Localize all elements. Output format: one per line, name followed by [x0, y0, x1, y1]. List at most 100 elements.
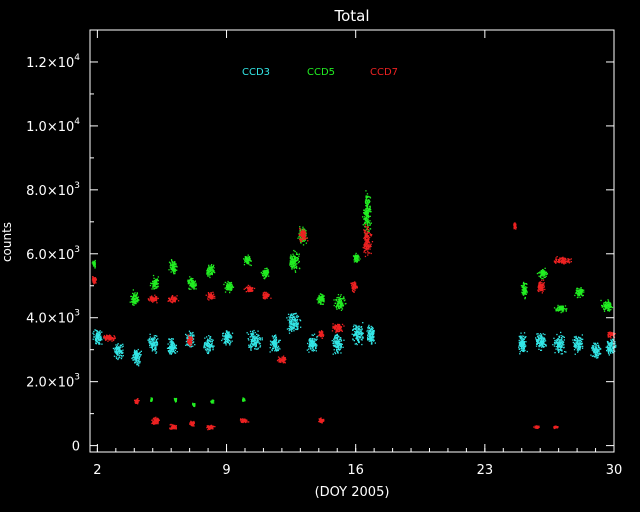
data-point [316, 298, 318, 301]
data-point [226, 285, 229, 287]
data-point [208, 294, 210, 296]
data-point [228, 335, 230, 338]
data-point [206, 348, 208, 350]
data-point [266, 275, 268, 277]
data-point [352, 328, 355, 331]
data-point [365, 220, 367, 222]
data-point [360, 326, 362, 328]
data-point [357, 339, 359, 341]
data-point [211, 338, 213, 341]
data-point [292, 256, 294, 258]
data-point [560, 309, 562, 311]
data-points [91, 190, 617, 431]
data-point [262, 294, 264, 297]
data-point [544, 340, 547, 342]
data-point [341, 305, 343, 307]
data-point [210, 345, 212, 347]
data-point [290, 329, 293, 331]
data-point [610, 350, 612, 353]
data-point [252, 333, 255, 335]
data-point [121, 356, 123, 358]
data-point [214, 271, 216, 274]
data-point [537, 339, 539, 341]
data-point [116, 349, 118, 352]
data-point [155, 346, 157, 348]
data-point [187, 282, 189, 284]
data-point [193, 334, 195, 336]
data-point [193, 341, 195, 343]
data-point [113, 349, 116, 351]
data-point [148, 342, 151, 344]
data-point [356, 325, 358, 327]
data-point [370, 333, 373, 335]
data-point [99, 337, 102, 340]
data-point [367, 213, 369, 215]
data-point [343, 296, 345, 298]
data-point [358, 328, 361, 330]
data-point [263, 277, 265, 279]
data-point [246, 262, 248, 264]
data-point [174, 349, 176, 351]
data-point [227, 287, 229, 289]
data-point [224, 337, 226, 340]
data-point [99, 339, 101, 341]
data-point [293, 313, 295, 316]
data-point [96, 334, 98, 336]
data-point [292, 316, 295, 318]
data-point [191, 332, 193, 334]
data-point [361, 343, 363, 346]
data-point [168, 300, 170, 302]
data-point [172, 345, 174, 347]
data-point [290, 259, 292, 261]
data-point [311, 339, 313, 341]
data-point [99, 336, 101, 338]
data-point [526, 291, 528, 293]
data-point [565, 309, 567, 311]
data-point [372, 333, 375, 336]
data-point [566, 308, 568, 310]
data-point [204, 337, 206, 339]
data-point [138, 353, 140, 355]
data-point [115, 351, 117, 353]
data-point [540, 349, 542, 351]
data-point [556, 348, 559, 350]
data-point [109, 335, 112, 337]
data-point [107, 336, 109, 339]
data-point [293, 328, 295, 330]
data-point [273, 340, 276, 342]
data-point [357, 329, 359, 331]
data-point [335, 339, 337, 341]
data-point [298, 232, 300, 235]
data-point [283, 357, 285, 359]
data-point [331, 340, 333, 342]
data-point [263, 269, 265, 272]
data-point [139, 353, 141, 355]
data-point [94, 338, 97, 340]
data-point [577, 348, 579, 350]
data-point [175, 265, 178, 267]
data-point [558, 339, 560, 342]
data-point [264, 298, 266, 300]
data-point [246, 332, 248, 334]
data-point [289, 326, 291, 328]
data-point [367, 203, 369, 205]
data-point [97, 334, 99, 336]
data-point [266, 294, 269, 297]
data-point [519, 336, 521, 338]
data-point [558, 307, 560, 309]
data-point [342, 304, 344, 306]
data-point [318, 296, 320, 298]
data-point [231, 340, 233, 342]
data-point [360, 338, 362, 341]
data-point [203, 345, 206, 347]
data-point [337, 301, 339, 303]
data-point [366, 223, 369, 225]
data-point [93, 330, 95, 333]
data-point [172, 265, 175, 267]
data-point [267, 294, 269, 296]
data-point [298, 267, 301, 269]
data-point [230, 341, 232, 344]
data-point [264, 275, 266, 277]
data-point [343, 339, 345, 341]
data-point [252, 330, 254, 332]
